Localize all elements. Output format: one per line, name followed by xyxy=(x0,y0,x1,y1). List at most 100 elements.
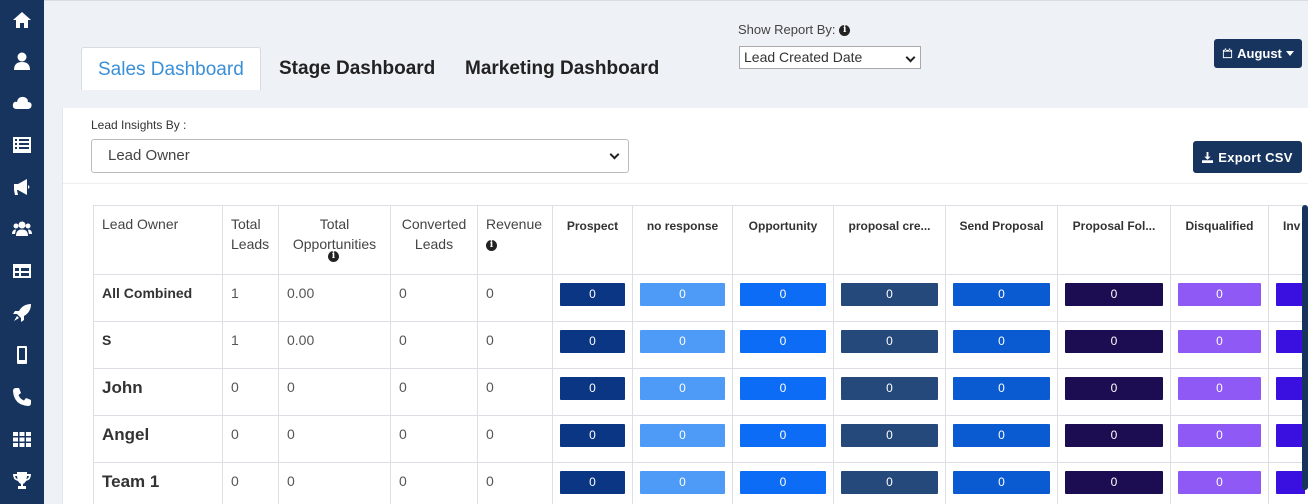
stage-count-badge[interactable]: 0 xyxy=(740,377,826,400)
info-icon[interactable]: i xyxy=(839,25,851,36)
stage-count-badge[interactable]: 0 xyxy=(560,283,625,306)
user-icon[interactable] xyxy=(0,41,44,81)
stage-count-badge[interactable]: 0 xyxy=(841,330,938,353)
stage-count-badge[interactable]: 0 xyxy=(1276,471,1305,494)
report-by-label: Show Report By: i xyxy=(738,22,851,37)
stage-count-badge[interactable]: 0 xyxy=(1178,330,1261,353)
stage-count-badge[interactable]: 0 xyxy=(560,471,625,494)
stage-count-badge[interactable]: 0 xyxy=(953,471,1050,494)
stage-count-badge[interactable]: 0 xyxy=(1065,424,1163,447)
total-opportunities-cell: 0 xyxy=(278,368,391,416)
stage-count-badge[interactable]: 0 xyxy=(1276,377,1305,400)
info-icon[interactable]: i xyxy=(486,240,497,251)
column-header-lead-owner[interactable]: Lead Owner xyxy=(93,205,223,275)
stage-cell: 0 xyxy=(945,462,1058,504)
total-leads-cell: 1 xyxy=(222,274,279,322)
list-icon[interactable] xyxy=(0,125,44,165)
table-icon[interactable] xyxy=(0,251,44,291)
sidebar xyxy=(0,0,44,504)
stage-header[interactable]: proposal cre... xyxy=(833,205,946,275)
table-row: S10.000000000000 xyxy=(93,321,1305,369)
stage-cell: 0 xyxy=(945,368,1058,416)
report-by-text: Show Report By: xyxy=(738,22,836,37)
column-header-revenue[interactable]: Revenue i xyxy=(477,205,553,275)
stage-count-badge[interactable]: 0 xyxy=(1178,471,1261,494)
stage-count-badge[interactable]: 0 xyxy=(640,424,725,447)
stage-count-badge[interactable]: 0 xyxy=(841,283,938,306)
column-header-total-opportunities[interactable]: Total Opportunities i xyxy=(278,205,391,275)
stage-header[interactable]: Prospect xyxy=(552,205,633,275)
stage-count-badge[interactable]: 0 xyxy=(640,283,725,306)
grid-icon[interactable] xyxy=(0,419,44,459)
stage-count-badge[interactable]: 0 xyxy=(841,424,938,447)
table-row: Team 1000000000000 xyxy=(93,462,1305,504)
phone-icon[interactable] xyxy=(0,377,44,417)
home-icon[interactable] xyxy=(0,0,44,40)
revenue-cell: 0 xyxy=(477,321,553,369)
stage-count-badge[interactable]: 0 xyxy=(560,424,625,447)
stage-count-badge[interactable]: 0 xyxy=(953,424,1050,447)
rocket-icon[interactable] xyxy=(0,293,44,333)
stage-count-badge[interactable]: 0 xyxy=(1065,471,1163,494)
stage-count-badge[interactable]: 0 xyxy=(1178,377,1261,400)
mobile-icon[interactable] xyxy=(0,335,44,375)
export-csv-button[interactable]: Export CSV xyxy=(1193,141,1302,173)
column-header-converted-leads[interactable]: Converted Leads xyxy=(390,205,478,275)
revenue-cell: 0 xyxy=(477,415,553,463)
stage-header[interactable]: Disqualified xyxy=(1170,205,1269,275)
stage-count-badge[interactable]: 0 xyxy=(740,330,826,353)
stage-count-badge[interactable]: 0 xyxy=(953,330,1050,353)
dashboard-header: Sales Dashboard Stage Dashboard Marketin… xyxy=(44,0,1308,100)
stage-count-badge[interactable]: 0 xyxy=(740,471,826,494)
chevron-down-icon xyxy=(905,52,916,63)
stage-count-badge[interactable]: 0 xyxy=(1065,283,1163,306)
stage-count-badge[interactable]: 0 xyxy=(1276,424,1305,447)
stage-count-badge[interactable]: 0 xyxy=(740,283,826,306)
trophy-icon[interactable] xyxy=(0,461,44,501)
stage-cell: 0 xyxy=(1170,368,1269,416)
stage-header[interactable]: no response xyxy=(632,205,733,275)
stage-count-badge[interactable]: 0 xyxy=(560,377,625,400)
stage-count-badge[interactable]: 0 xyxy=(1276,283,1305,306)
month-dropdown-button[interactable]: August xyxy=(1214,39,1302,68)
stage-count-badge[interactable]: 0 xyxy=(841,377,938,400)
stage-header[interactable]: Opportunity xyxy=(732,205,834,275)
stage-header[interactable]: Send Proposal xyxy=(945,205,1058,275)
stage-count-badge[interactable]: 0 xyxy=(740,424,826,447)
table-row: John000000000000 xyxy=(93,368,1305,416)
report-by-value: Lead Created Date xyxy=(744,49,863,65)
stage-count-badge[interactable]: 0 xyxy=(1065,330,1163,353)
stage-header[interactable]: Inv xyxy=(1268,205,1305,275)
stage-cell: 0 xyxy=(833,274,946,322)
tab-stage-dashboard[interactable]: Stage Dashboard xyxy=(279,58,436,79)
caret-down-icon xyxy=(1285,51,1294,56)
stage-count-badge[interactable]: 0 xyxy=(640,330,725,353)
stage-cell: 0 xyxy=(833,368,946,416)
stage-count-badge[interactable]: 0 xyxy=(953,283,1050,306)
cloud-icon[interactable] xyxy=(0,83,44,123)
lead-insights-select[interactable]: Lead Owner xyxy=(91,139,629,173)
stage-count-badge[interactable]: 0 xyxy=(1178,283,1261,306)
stage-count-badge[interactable]: 0 xyxy=(640,471,725,494)
stage-count-badge[interactable]: 0 xyxy=(1276,330,1305,353)
megaphone-icon[interactable] xyxy=(0,167,44,207)
stage-count-badge[interactable]: 0 xyxy=(560,330,625,353)
tab-marketing-dashboard[interactable]: Marketing Dashboard xyxy=(465,58,660,79)
total-opportunities-cell: 0 xyxy=(278,462,391,504)
stage-count-badge[interactable]: 0 xyxy=(1178,424,1261,447)
stage-cell: 0 xyxy=(833,462,946,504)
stage-header[interactable]: Proposal Fol... xyxy=(1057,205,1171,275)
stage-cell: 0 xyxy=(1268,462,1305,504)
stage-count-badge[interactable]: 0 xyxy=(1065,377,1163,400)
tab-sales-dashboard[interactable]: Sales Dashboard xyxy=(81,47,261,90)
stage-count-badge[interactable]: 0 xyxy=(953,377,1050,400)
column-header-total-leads[interactable]: Total Leads xyxy=(222,205,279,275)
stage-count-badge[interactable]: 0 xyxy=(640,377,725,400)
info-icon[interactable]: i xyxy=(328,251,339,262)
report-by-select[interactable]: Lead Created Date xyxy=(739,46,921,69)
stage-count-badge[interactable]: 0 xyxy=(841,471,938,494)
horizontal-scrollbar[interactable] xyxy=(1302,205,1308,490)
users-icon[interactable] xyxy=(0,209,44,249)
stage-cell: 0 xyxy=(552,321,633,369)
stage-cell: 0 xyxy=(632,462,733,504)
